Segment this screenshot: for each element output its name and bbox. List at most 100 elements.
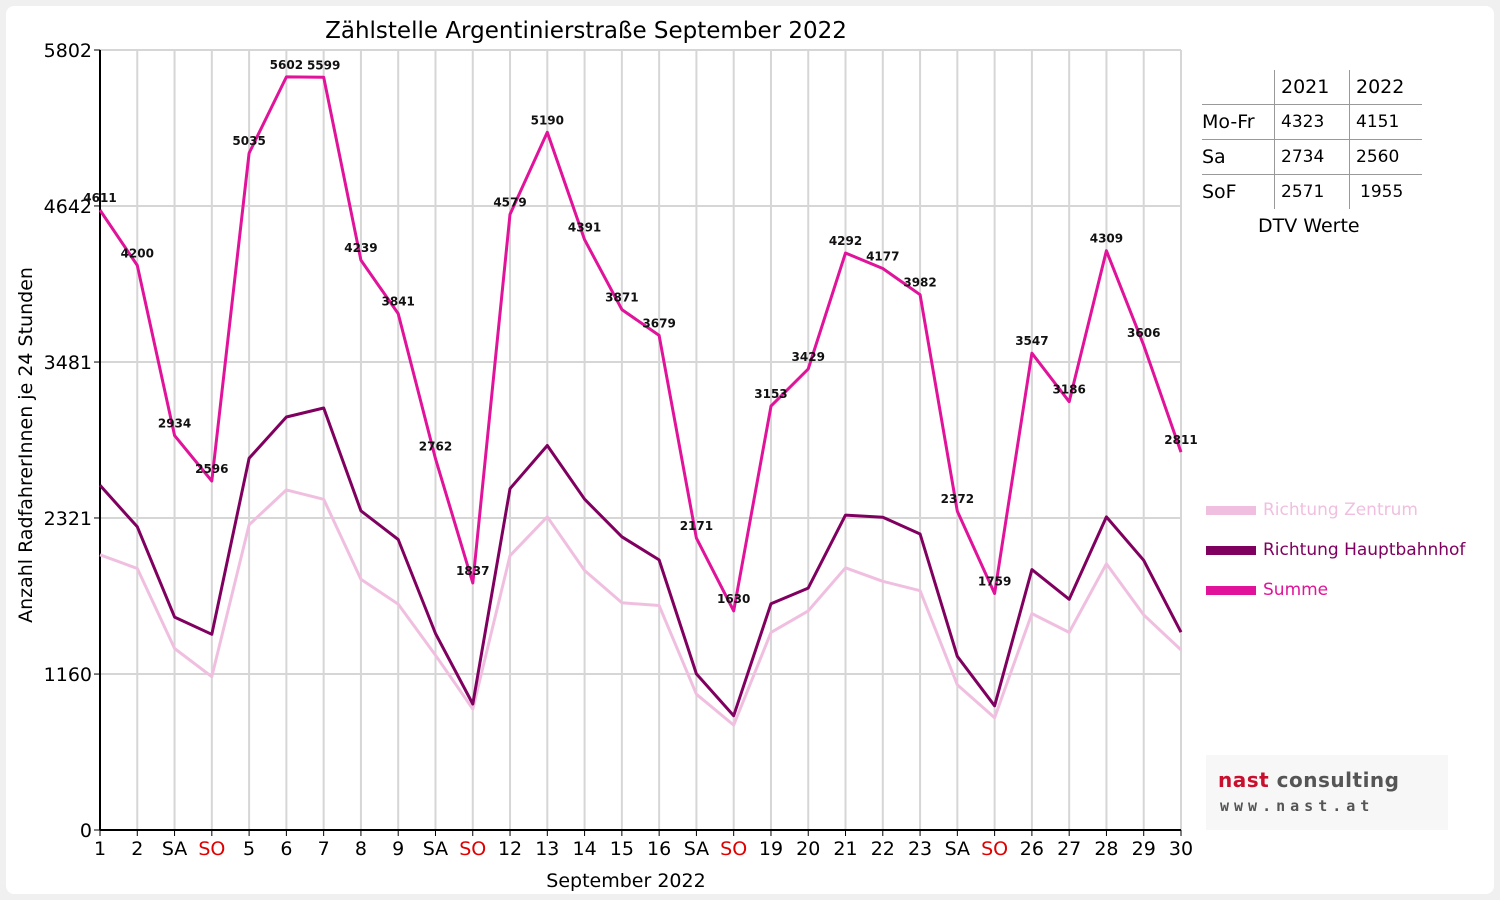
data-label: 2171 — [680, 519, 713, 533]
x-tick-label: 16 — [647, 838, 671, 860]
x-tick-label: SO — [981, 838, 1008, 860]
x-tick-label: 28 — [1094, 838, 1118, 860]
data-label: 5602 — [270, 58, 303, 72]
logo-nast: nast — [1218, 768, 1270, 792]
x-tick-label: 30 — [1169, 838, 1193, 860]
x-tick-label: SO — [198, 838, 225, 860]
series — [98, 75, 1183, 727]
x-tick-label: 9 — [392, 838, 404, 860]
data-label: 3982 — [903, 276, 936, 290]
y-tick-label: 4642 — [44, 196, 92, 218]
x-tick-label: 21 — [833, 838, 857, 860]
x-tick-label: 26 — [1020, 838, 1044, 860]
x-tick-label: 13 — [535, 838, 559, 860]
dtv-header-cell — [1202, 70, 1275, 105]
nast-consulting-logo: nast consulting www.nast.at — [1206, 755, 1448, 830]
data-labels: 4611 4200 2934 2596 5035 5602 5599 4239 3841 2762… — [83, 58, 1197, 606]
data-label: 1759 — [978, 575, 1011, 589]
legend-swatch — [1206, 506, 1256, 515]
logo-url: www.nast.at — [1220, 797, 1375, 815]
chart-frame: 0 1160 2321 3481 4642 5802 1 2 SA SO 5 6 7 8 9 SA SO 12 13… — [6, 6, 1494, 894]
x-tick-label: SO — [459, 838, 486, 860]
x-tick-label: SO — [720, 838, 747, 860]
data-label: 4611 — [83, 191, 116, 205]
data-label: 4239 — [344, 241, 377, 255]
x-tick-label: 1 — [94, 838, 106, 860]
data-label: 3871 — [605, 291, 638, 305]
x-tick-label: 22 — [871, 838, 895, 860]
series-line-2 — [98, 406, 1183, 718]
series-line-1 — [99, 488, 1183, 727]
data-label: 3429 — [792, 350, 825, 364]
dtv-cell: 4151 — [1349, 104, 1422, 140]
legend-swatch — [1206, 546, 1256, 555]
dtv-row-label: Sa — [1202, 146, 1226, 168]
dtv-cell: 2571 — [1274, 174, 1350, 209]
data-label: 5190 — [531, 113, 564, 127]
x-tick-label: 2 — [131, 838, 143, 860]
dtv-row: SoF 2571 1955 — [1202, 174, 1422, 209]
data-label: 5599 — [307, 58, 340, 72]
x-tick-label: 7 — [318, 838, 330, 860]
chart-title: Zählstelle Argentinierstraße September 2… — [325, 18, 847, 44]
data-label: 3679 — [642, 316, 675, 330]
data-label: 4292 — [829, 234, 862, 248]
x-tick-label: 5 — [243, 838, 255, 860]
data-label: 2762 — [419, 440, 452, 454]
x-tick-label: SA — [684, 838, 709, 860]
data-label: 4200 — [121, 246, 154, 260]
dtv-row: Mo-Fr 4323 4151 — [1202, 104, 1422, 140]
x-tick-label: 6 — [280, 838, 292, 860]
data-label: 4177 — [866, 249, 899, 263]
dtv-caption: DTV Werte — [1258, 215, 1360, 237]
data-label: 1630 — [717, 592, 750, 606]
data-label: 3841 — [382, 295, 415, 309]
data-label: 2811 — [1164, 433, 1197, 447]
data-label: 2372 — [941, 492, 974, 506]
data-label: 3186 — [1052, 383, 1085, 397]
dtv-cell: 2560 — [1349, 139, 1422, 175]
dtv-row: Sa 2734 2560 — [1202, 139, 1422, 175]
data-label: 5035 — [232, 134, 265, 148]
x-tick-label: 23 — [908, 838, 932, 860]
data-label: 3606 — [1127, 326, 1160, 340]
dtv-header-cell: 2022 — [1349, 70, 1422, 105]
x-tick-label: SA — [423, 838, 448, 860]
data-label: 3547 — [1015, 334, 1048, 348]
x-tick-label: 15 — [610, 838, 634, 860]
logo-wordmark: nast consulting — [1218, 768, 1399, 792]
legend-label: Richtung Zentrum — [1263, 500, 1418, 520]
series-line-3 — [98, 75, 1183, 613]
x-tick-label: 14 — [572, 838, 596, 860]
dtv-row-label: Mo-Fr — [1202, 111, 1255, 133]
x-tick-label: 29 — [1132, 838, 1156, 860]
x-tick-label: 8 — [355, 838, 367, 860]
legend-label: Richtung Hauptbahnhof — [1263, 540, 1466, 560]
data-label: 1837 — [456, 564, 489, 578]
data-label: 2934 — [158, 417, 191, 431]
dtv-table: 2021 2022 Mo-Fr 4323 4151 Sa 2734 2560 S… — [1202, 70, 1422, 209]
y-tick-label: 3481 — [44, 352, 92, 374]
dtv-row-label: SoF — [1202, 181, 1237, 203]
x-tick-label: 19 — [759, 838, 783, 860]
dtv-header-row: 2021 2022 — [1202, 70, 1422, 105]
dtv-cell: 1955 — [1349, 174, 1422, 209]
logo-consulting: consulting — [1276, 768, 1400, 792]
data-label: 2596 — [195, 462, 228, 476]
y-tick-label: 2321 — [44, 508, 92, 530]
x-tick-label: 12 — [498, 838, 522, 860]
data-label: 3153 — [754, 387, 787, 401]
legend-swatch — [1206, 586, 1256, 595]
dtv-cell: 2734 — [1274, 139, 1350, 175]
grid — [100, 49, 1182, 830]
y-axis-label: Anzahl RadfahrerInnen je 24 Stunden — [15, 267, 37, 623]
dtv-cell: 4323 — [1274, 104, 1350, 140]
data-label: 4579 — [493, 195, 526, 209]
x-tick-label: 27 — [1057, 838, 1081, 860]
data-label: 4309 — [1090, 232, 1123, 246]
y-tick-label: 1160 — [44, 664, 92, 686]
y-tick-label: 5802 — [44, 40, 92, 62]
y-tick-label: 0 — [80, 820, 92, 842]
